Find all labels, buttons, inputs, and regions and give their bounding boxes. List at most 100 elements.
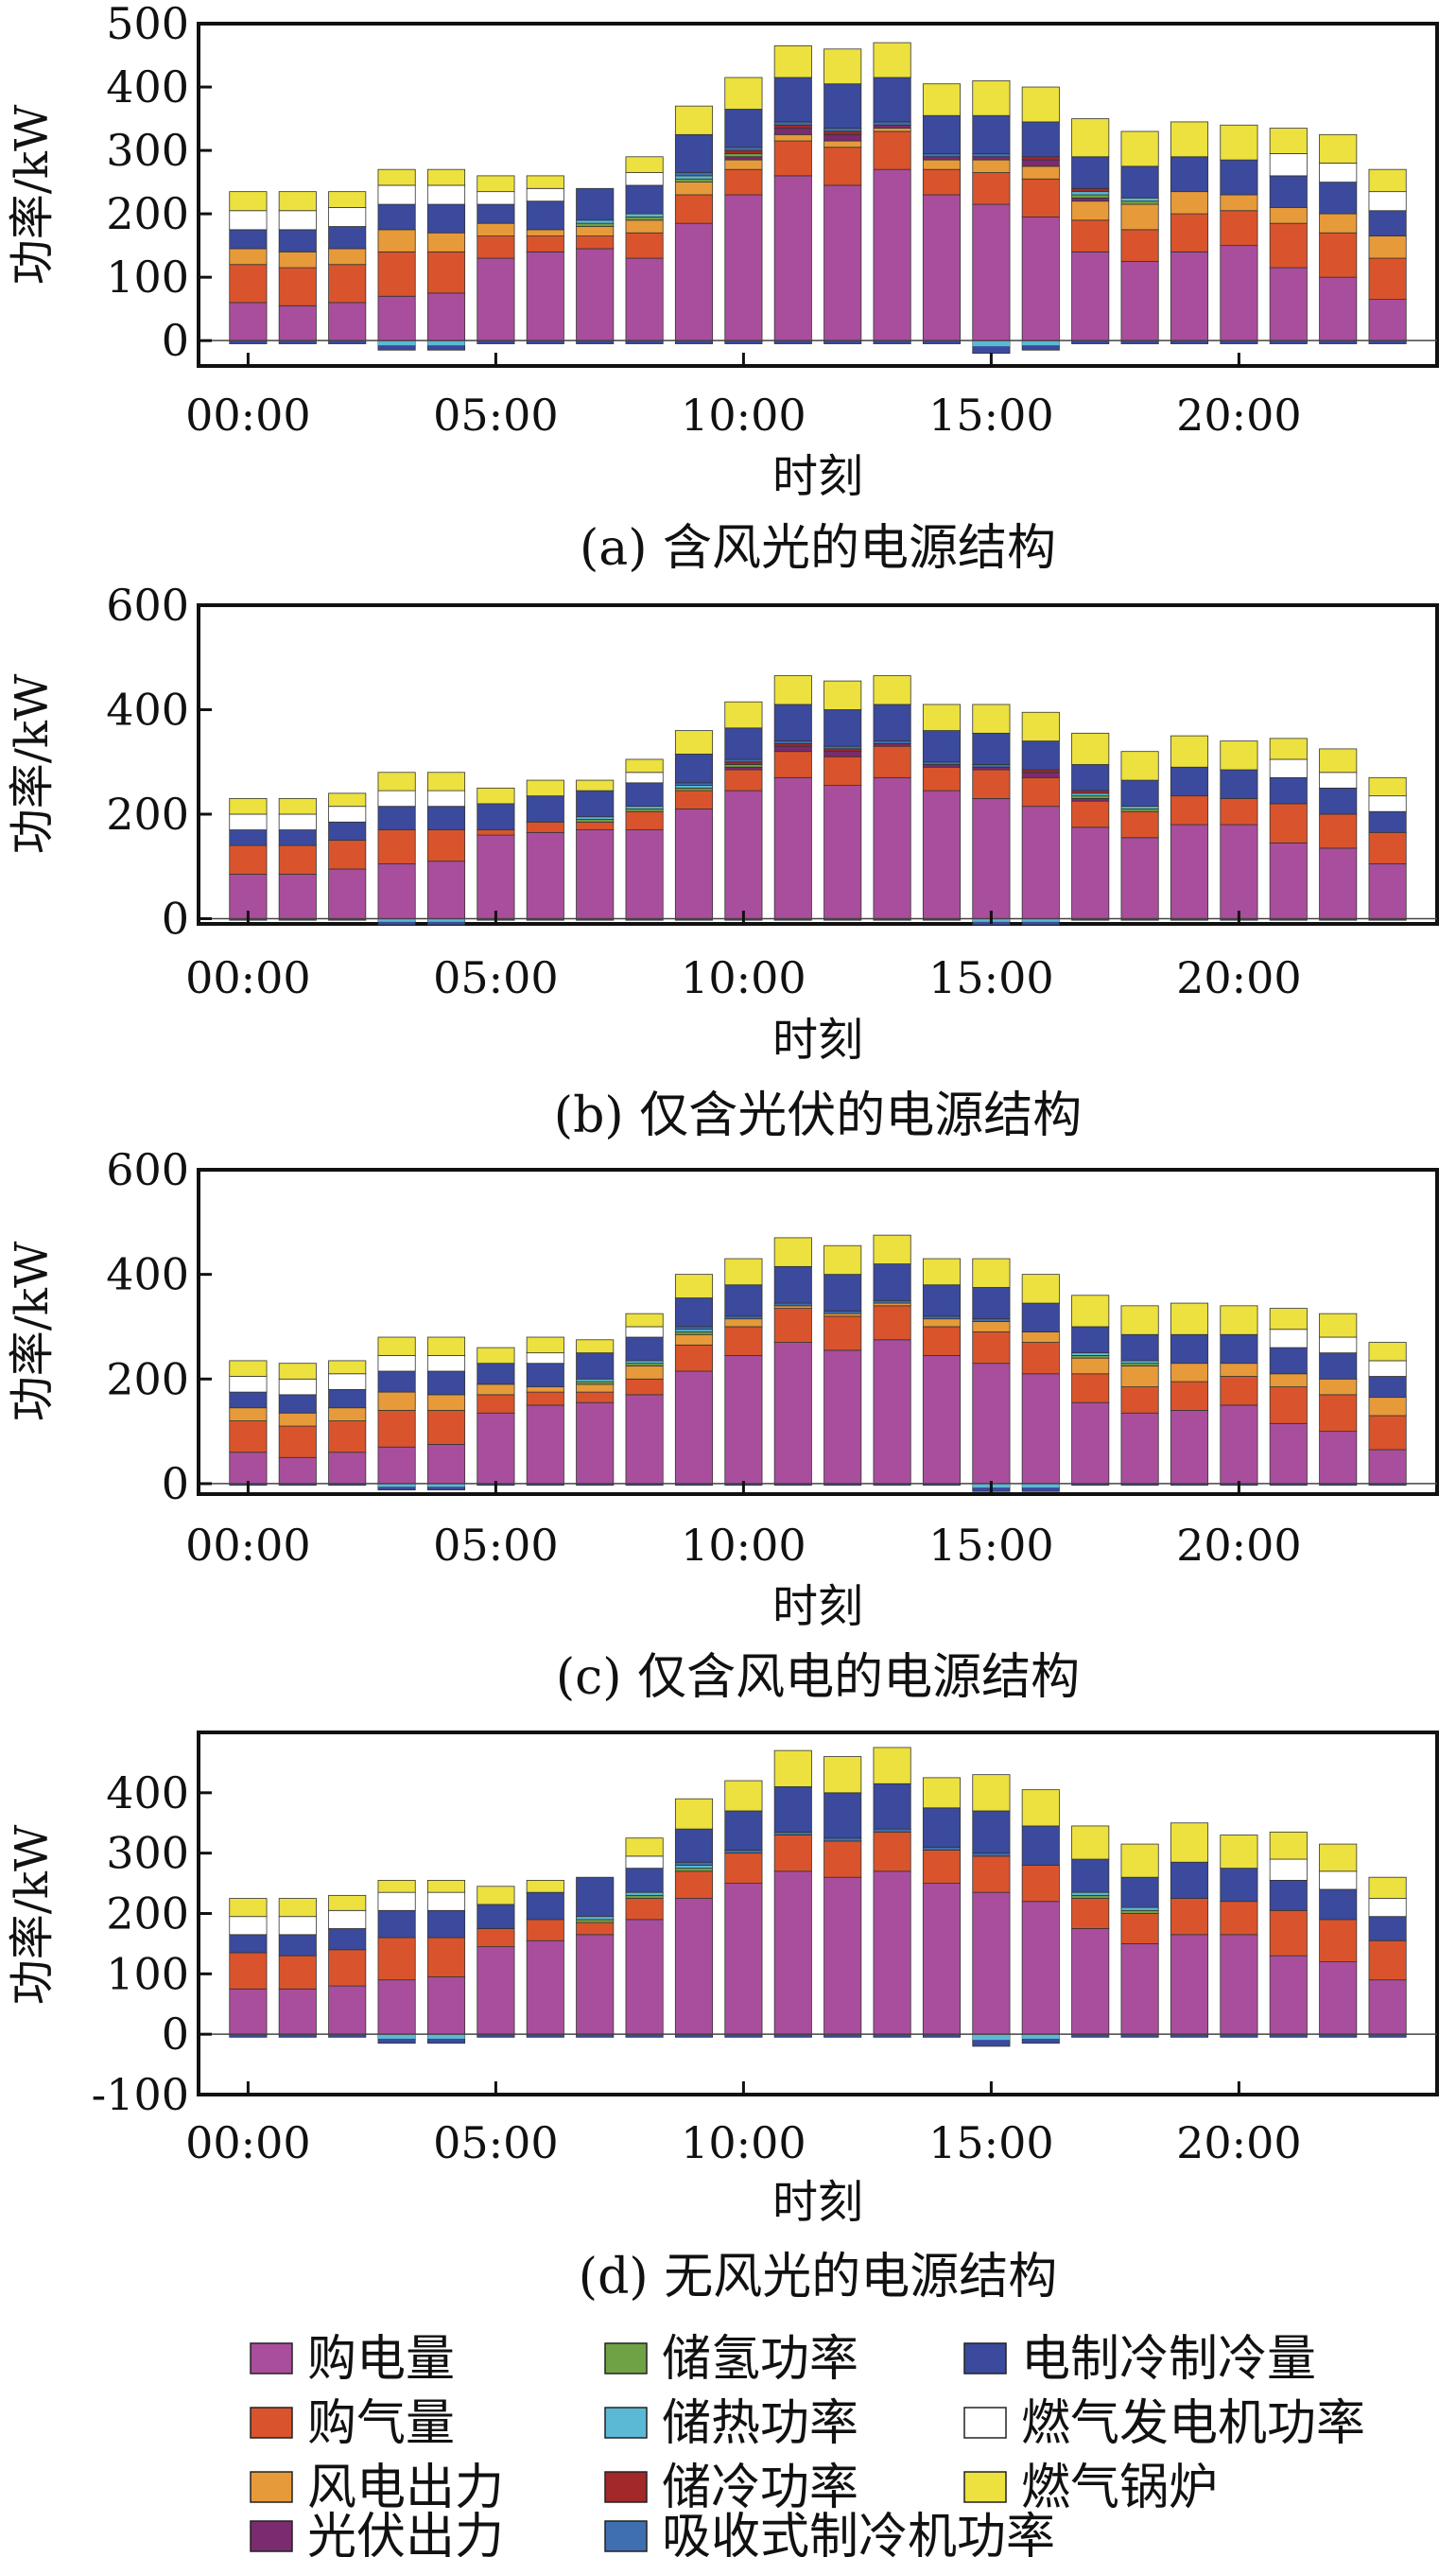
bar-group xyxy=(229,1747,1407,2047)
bar-segment-electric-chiller xyxy=(1120,779,1159,808)
bar-segment-grid-purchase xyxy=(1021,1901,1060,2035)
bar-segment-grid-purchase xyxy=(972,1891,1011,2035)
bar-segment-wind xyxy=(625,1365,664,1380)
bar-segment-pv xyxy=(823,133,862,142)
bar-segment-electric-chiller xyxy=(576,790,615,818)
bar-segment-gas-purchase xyxy=(1021,1342,1060,1375)
bar-segment-electric-chiller xyxy=(377,806,416,830)
bar-segment-gas-purchase xyxy=(724,1326,763,1356)
bar-segment-gas-generator xyxy=(278,1378,317,1396)
legend-swatch xyxy=(604,2407,648,2439)
bar-segment-gas-purchase xyxy=(1220,1376,1258,1406)
panel-caption: (c) 仅含风电的电源结构 xyxy=(556,1649,1080,1706)
bar-segment-gas-boiler xyxy=(576,1339,615,1354)
bar-segment-gas-boiler xyxy=(724,1780,763,1812)
bar-segment-electric-chiller xyxy=(576,187,615,221)
bar-segment-grid-purchase xyxy=(625,1394,664,1485)
x-axis-title: 时刻 xyxy=(772,2176,863,2229)
bar-segment-electric-chiller xyxy=(1021,121,1060,158)
bar-segment-cold-storage xyxy=(1021,769,1060,774)
bar-segment-electric-chiller xyxy=(1120,1876,1159,1908)
bar-segment-electric-chiller xyxy=(625,1868,664,1893)
bar-segment-pv xyxy=(724,156,763,161)
bar-segment-heat-storage xyxy=(576,219,615,224)
bar-segment-electric-chiller xyxy=(229,229,268,250)
bar-segment-pv xyxy=(1021,772,1060,778)
x-tick-label: 05:00 xyxy=(433,1520,559,1571)
bar-segment-wind xyxy=(1319,1378,1358,1396)
y-tick-label: 400 xyxy=(106,1767,189,1818)
bar-segment-wind xyxy=(873,128,911,132)
x-tick-label: 10:00 xyxy=(681,390,806,441)
legend-label: 储氢功率 xyxy=(662,2331,858,2388)
bar-segment-electric-chiller xyxy=(1220,159,1258,196)
legend-label: 光伏出力 xyxy=(307,2509,504,2557)
x-tick-label: 15:00 xyxy=(928,952,1054,1003)
bar-segment-grid-purchase xyxy=(477,1412,515,1485)
legend-swatch xyxy=(604,2342,648,2374)
bar-segment-gas-boiler xyxy=(625,758,664,774)
bar-segment-grid-purchase xyxy=(922,790,962,919)
axis-group: -100 0 100 200 300 400 00:00 05:00 10:00 15:00 20:… xyxy=(92,1767,1437,2168)
bar-segment-absorption-chiller xyxy=(972,764,1011,768)
bar-segment-grid-purchase xyxy=(1368,863,1407,919)
bar-segment-gas-boiler xyxy=(972,1774,1011,1812)
bar-segment-electric-chiller xyxy=(278,829,317,846)
bar-segment-grid-purchase xyxy=(724,1354,763,1485)
bar-segment-gas-boiler xyxy=(328,792,367,808)
bar-segment-gas-generator xyxy=(328,207,367,227)
bar-segment-heat-storage xyxy=(1120,806,1159,809)
bar-segment-gas-generator xyxy=(426,1891,466,1911)
y-tick-label: 100 xyxy=(106,1948,189,1999)
bar-segment-cold-storage xyxy=(724,761,763,765)
bar-segment-gas-purchase xyxy=(773,140,812,177)
bar-segment-gas-purchase xyxy=(922,766,962,791)
bar-group xyxy=(229,675,1407,926)
legend-swatch xyxy=(963,2471,1007,2503)
bar-segment-negative-heat xyxy=(427,918,465,922)
bar-segment-gas-boiler xyxy=(526,1336,564,1354)
bar-segment-gas-purchase xyxy=(1170,1898,1209,1936)
bar-segment-gas-purchase xyxy=(229,264,268,304)
bar-segment-gas-purchase xyxy=(1269,1909,1308,1957)
bar-segment-absorption-chiller xyxy=(773,1302,812,1307)
y-tick-label: 0 xyxy=(162,1458,189,1509)
bar-segment-electric-chiller xyxy=(1071,764,1110,791)
bar-segment-gas-purchase xyxy=(625,232,664,259)
bar-segment-electric-chiller xyxy=(328,226,367,250)
bar-segment-gas-purchase xyxy=(1319,1394,1358,1433)
bar-segment-grid-purchase xyxy=(1269,1422,1308,1485)
bar-segment-gas-purchase xyxy=(426,1937,466,1977)
bar-segment-gas-generator xyxy=(328,806,367,823)
bar-segment-grid-purchase xyxy=(972,203,1011,341)
bar-segment-gas-boiler xyxy=(526,1879,564,1893)
y-tick-label: 300 xyxy=(106,125,189,176)
bar-segment-electric-chiller xyxy=(526,1363,564,1387)
bar-segment-absorption-chiller xyxy=(922,1315,962,1320)
bar-segment-gas-boiler xyxy=(377,168,416,186)
bar-segment-gas-purchase xyxy=(1368,1415,1407,1451)
bar-segment-heat-storage xyxy=(674,785,714,789)
bar-segment-wind xyxy=(426,1394,466,1411)
bar-segment-grid-purchase xyxy=(1220,824,1258,919)
bar-segment-grid-purchase xyxy=(1120,1412,1159,1485)
legend: 购电量 储氢功率 电制冷制冷量 购气量 储热功率 燃气发电机功率 风电出力 xyxy=(250,2331,1365,2557)
x-tick-label: 00:00 xyxy=(185,2117,311,2168)
y-tick-label: -100 xyxy=(92,2069,189,2120)
bar-segment-grid-purchase xyxy=(724,1883,763,2035)
bar-segment-electric-chiller xyxy=(1021,1825,1060,1866)
bar-segment-grid-purchase xyxy=(1021,1373,1060,1485)
bar-segment-wind xyxy=(278,1412,317,1427)
bar-segment-wind xyxy=(328,1407,367,1421)
bar-segment-gas-generator xyxy=(426,790,466,808)
bar-segment-gas-boiler xyxy=(1368,168,1407,193)
bar-segment-heat-storage xyxy=(1120,1360,1159,1365)
bar-segment-gas-boiler xyxy=(674,1274,714,1298)
bar-segment-hydrogen-storage xyxy=(1120,200,1159,205)
bar-segment-heat-storage xyxy=(1071,191,1110,196)
bar-segment-hydrogen-storage xyxy=(674,787,714,791)
bar-segment-electric-chiller xyxy=(1220,769,1258,799)
bar-segment-gas-boiler xyxy=(278,798,317,815)
bar-segment-electric-chiller xyxy=(873,1263,911,1301)
bar-segment-gas-boiler xyxy=(625,156,664,173)
